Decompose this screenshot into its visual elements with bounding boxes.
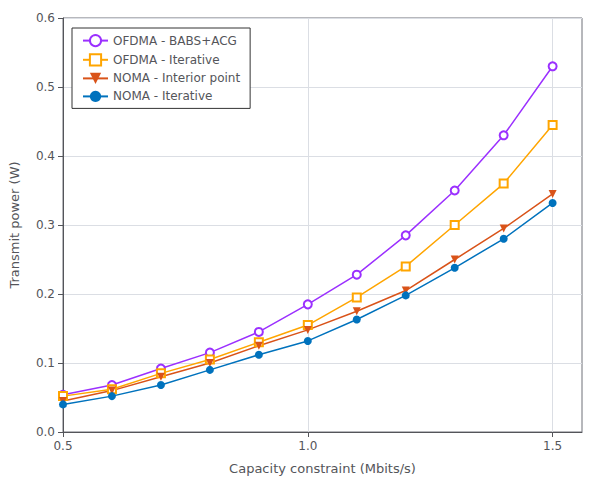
svg-text:0.0: 0.0: [36, 425, 55, 439]
svg-text:OFDMA - BABS+ACG: OFDMA - BABS+ACG: [113, 34, 237, 48]
svg-text:0.1: 0.1: [36, 356, 55, 370]
svg-text:NOMA - Interior point: NOMA - Interior point: [113, 71, 240, 85]
svg-text:0.4: 0.4: [36, 149, 55, 163]
svg-text:NOMA - Iterative: NOMA - Iterative: [113, 89, 212, 103]
svg-text:0.2: 0.2: [36, 287, 55, 301]
svg-text:Capacity constraint (Mbits/s): Capacity constraint (Mbits/s): [229, 461, 416, 476]
svg-text:0.5: 0.5: [53, 439, 72, 453]
svg-text:0.3: 0.3: [36, 218, 55, 232]
svg-text:1.5: 1.5: [543, 439, 562, 453]
svg-text:0.6: 0.6: [36, 11, 55, 25]
svg-text:0.5: 0.5: [36, 80, 55, 94]
svg-text:OFDMA - Iterative: OFDMA - Iterative: [113, 53, 220, 67]
svg-text:Transmit power (W): Transmit power (W): [7, 161, 22, 289]
svg-text:1.0: 1.0: [298, 439, 317, 453]
